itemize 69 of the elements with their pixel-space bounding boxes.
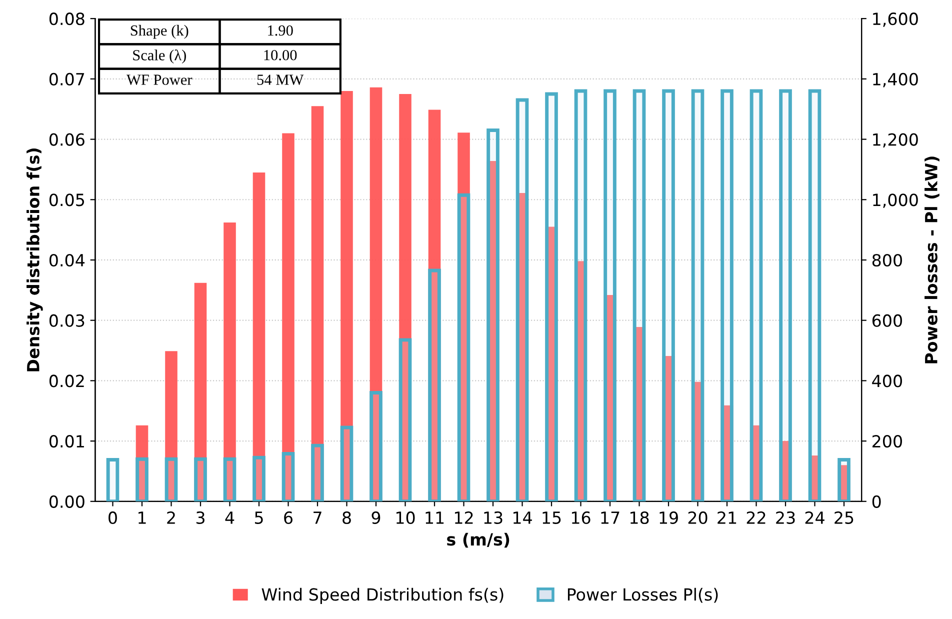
y2-tick-label: 1,000 — [873, 194, 918, 208]
y-axis-title: Density distribution f(s) — [26, 148, 43, 372]
bar — [399, 94, 412, 502]
bar — [720, 405, 734, 502]
bar — [428, 110, 441, 502]
x-tick-label: 25 — [834, 511, 854, 524]
y-tick-label: 0.08 — [49, 12, 84, 26]
bar — [458, 132, 470, 502]
bar — [252, 172, 266, 502]
x-axis-title: s (m/s) — [447, 532, 510, 548]
x-tick-label: 24 — [805, 511, 824, 524]
annotation: Shape (k) — [130, 24, 188, 39]
x-tick-label: 13 — [484, 511, 502, 524]
bar — [224, 222, 236, 502]
y2-tick-label: 0 — [872, 495, 881, 508]
y-tick-label: 0.04 — [49, 254, 85, 267]
x-tick-label: 2 — [167, 511, 175, 524]
legend-label: Wind Speed Distribution fs(s) — [262, 588, 504, 604]
bar — [165, 351, 178, 502]
bar — [370, 87, 382, 502]
annotation: 1.90 — [268, 25, 293, 36]
annotation: 10.00 — [264, 50, 297, 60]
x-tick-label: 7 — [314, 512, 322, 524]
bar — [340, 90, 353, 502]
x-tick-label: 23 — [776, 511, 795, 524]
x-tick-label: 17 — [601, 512, 620, 524]
bar — [282, 133, 294, 502]
x-tick-label: 15 — [542, 512, 561, 524]
y2-tick-label: 800 — [872, 254, 902, 267]
x-tick-label: 3 — [196, 511, 204, 524]
x-tick-label: 12 — [454, 511, 473, 524]
x-tick-label: 1 — [138, 512, 146, 524]
legend-label: Power Losses Pl(s) — [568, 588, 718, 603]
y2-tick-label: 600 — [872, 314, 902, 327]
x-tick-label: 8 — [342, 511, 351, 524]
x-tick-label: 0 — [108, 511, 117, 524]
annotation: 54 MW — [257, 74, 304, 85]
x-tick-label: 10 — [396, 511, 415, 524]
y2-tick-label: 200 — [872, 435, 902, 448]
y-tick-label: 0.01 — [49, 435, 84, 448]
y2-axis-title: Power losses - Pl (kW) — [924, 156, 940, 364]
y-tick-label: 0.02 — [49, 374, 84, 388]
bar — [136, 425, 148, 502]
y-tick-label: 0.00 — [49, 495, 84, 508]
x-tick-label: 20 — [688, 511, 708, 524]
x-tick-label: 9 — [372, 511, 380, 524]
x-tick-label: 19 — [660, 511, 678, 524]
y2-tick-label: 1,200 — [873, 133, 918, 148]
bar — [779, 441, 792, 502]
y2-tick-label: 1,600 — [873, 12, 918, 27]
x-tick-label: 14 — [513, 512, 532, 524]
annotation: Scale (λ) — [133, 49, 186, 64]
y-tick-label: 0.05 — [49, 194, 84, 206]
y2-tick-label: 400 — [872, 374, 902, 388]
x-tick-label: 18 — [630, 511, 649, 524]
annotation: WF Power — [126, 74, 192, 85]
x-tick-label: 4 — [225, 512, 234, 524]
bar — [194, 282, 207, 502]
y-tick-label: 0.06 — [49, 133, 84, 146]
x-tick-label: 21 — [718, 511, 736, 524]
y-tick-label: 0.03 — [49, 314, 84, 327]
x-tick-label: 16 — [572, 511, 590, 524]
x-tick-label: 11 — [426, 512, 444, 524]
x-tick-label: 22 — [746, 511, 766, 524]
y-tick-label: 0.07 — [49, 72, 84, 86]
x-tick-label: 5 — [254, 512, 263, 524]
y2-tick-label: 1,400 — [873, 72, 918, 88]
bar — [311, 106, 324, 502]
x-tick-label: 6 — [284, 511, 293, 524]
